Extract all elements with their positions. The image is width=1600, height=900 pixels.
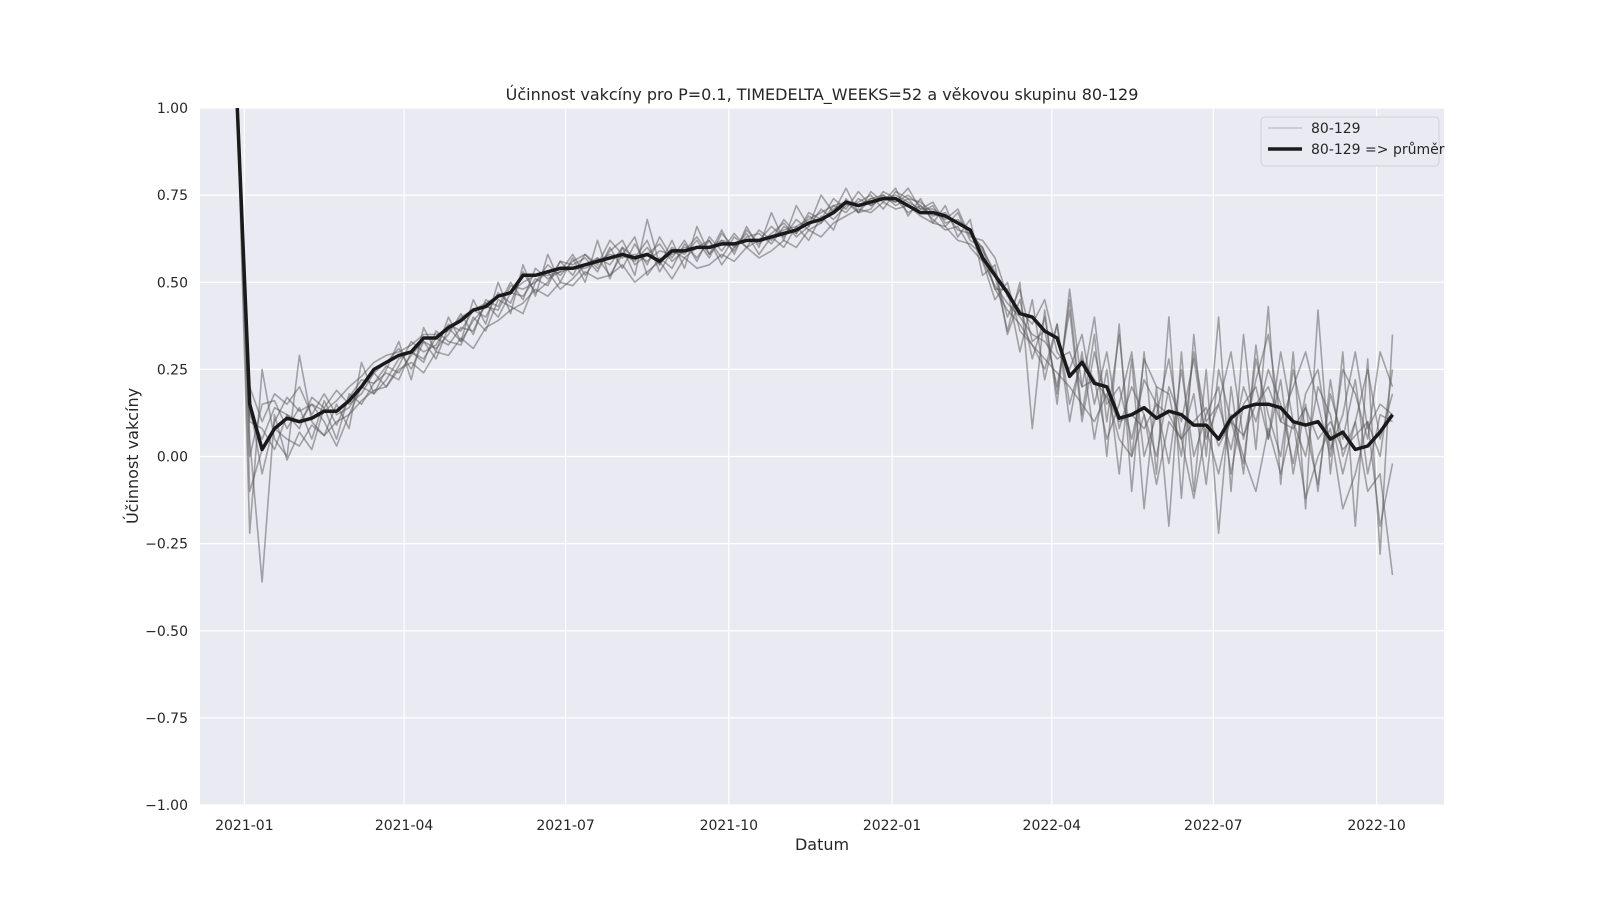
- x-tick-label: 2021-07: [536, 818, 595, 834]
- y-tick-label: 1.00: [157, 101, 188, 117]
- x-tick-label: 2022-10: [1347, 818, 1406, 834]
- y-tick-label: 0.00: [157, 450, 188, 466]
- y-tick-label: 0.75: [157, 188, 188, 204]
- x-tick-label: 2022-04: [1023, 818, 1082, 834]
- x-tick-label: 2022-01: [863, 818, 922, 834]
- legend-label-mean: 80-129 => průměr: [1311, 142, 1445, 158]
- y-axis-ticks: −1.00 −0.75 −0.50 −0.25 0.00 0.25 0.50 0.75 1.00: [145, 101, 188, 814]
- y-tick-label: 0.50: [157, 275, 188, 291]
- x-axis-ticks: 2021-01 2021-04 2021-07 2021-10 2022-01 2022-…: [215, 818, 1406, 834]
- y-tick-label: −1.00: [145, 798, 188, 814]
- x-axis-label: Datum: [795, 835, 849, 854]
- y-tick-label: 0.25: [157, 362, 188, 378]
- x-tick-label: 2022-07: [1184, 818, 1243, 834]
- y-tick-label: −0.25: [145, 537, 188, 553]
- series-line-sample: [236, 108, 1394, 475]
- y-axis-label: Účinnost vakcíny: [123, 388, 142, 524]
- y-tick-label: −0.75: [145, 711, 188, 727]
- x-tick-label: 2021-01: [215, 818, 274, 834]
- series-lines: [235, 108, 1394, 583]
- series-line-sample: [236, 108, 1394, 528]
- x-tick-label: 2021-10: [700, 818, 759, 834]
- series-line-sample: [236, 108, 1393, 486]
- legend: 80-129 80-129 => průměr: [1260, 116, 1445, 167]
- legend-box: [1260, 116, 1440, 167]
- series-line-mean: [235, 108, 1394, 452]
- legend-label-series: 80-129: [1311, 121, 1361, 137]
- grid-lines: [200, 107, 1444, 806]
- x-tick-label: 2021-04: [375, 818, 434, 834]
- chart-title: Účinnost vakcíny pro P=0.1, TIMEDELTA_WE…: [506, 85, 1139, 105]
- series-line-sample: [236, 108, 1394, 465]
- y-tick-label: −0.50: [145, 624, 188, 640]
